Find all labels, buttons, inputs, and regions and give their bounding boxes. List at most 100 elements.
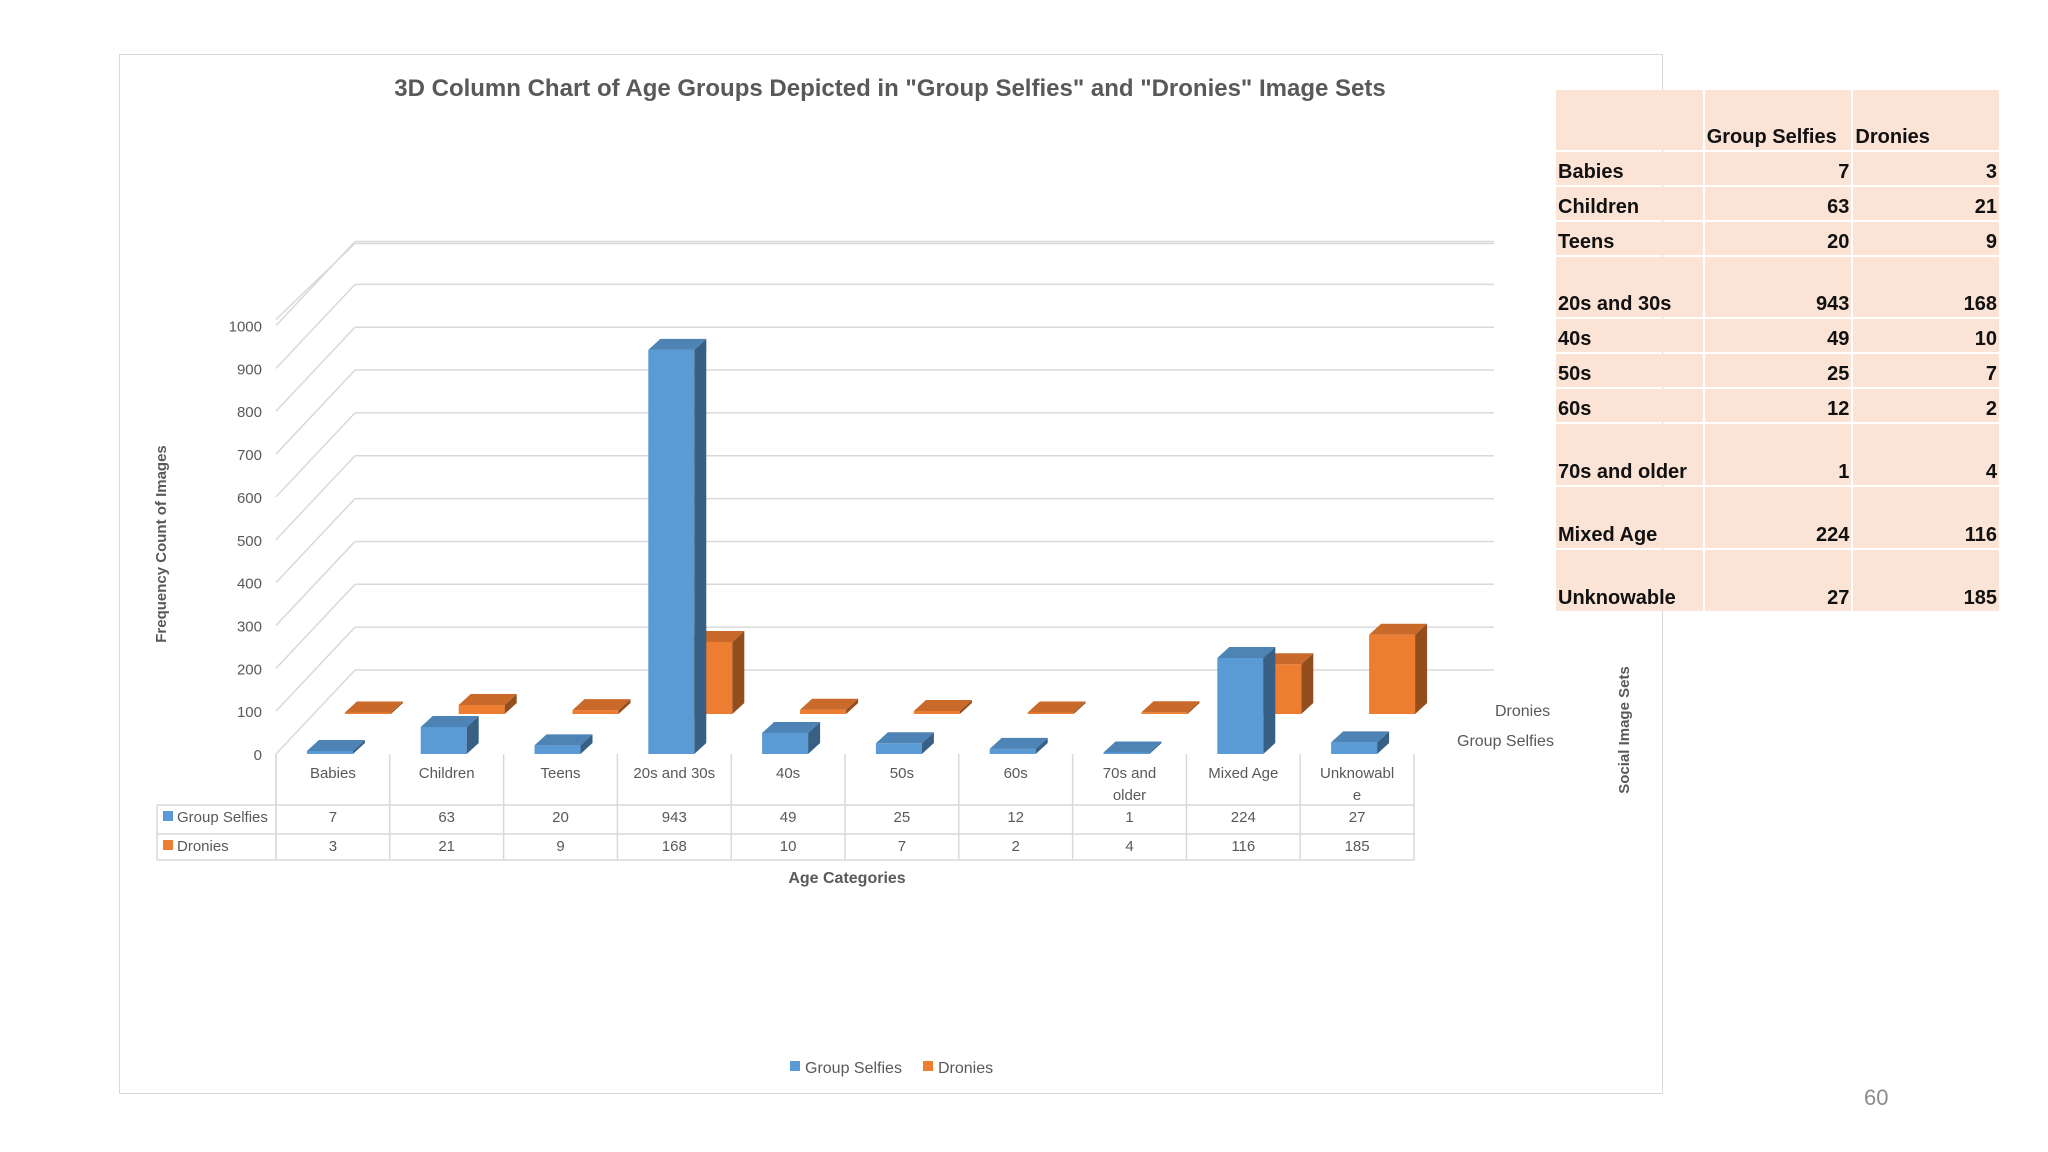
table-header-group-selfies: Group Selfies xyxy=(1704,90,1852,150)
bar-top xyxy=(534,734,593,746)
bar-top xyxy=(1141,701,1200,713)
bar-top xyxy=(458,694,517,705)
table-value: 21 xyxy=(438,838,455,855)
legend-swatch-group-selfies xyxy=(790,1061,800,1071)
table-value: 2 xyxy=(1012,838,1020,855)
y-tick-label: 400 xyxy=(237,576,262,593)
table-row: 70s and older 1 4 xyxy=(1556,424,1999,485)
z-axis-label-dronies: Dronies xyxy=(1495,703,1550,720)
bar-group-selfies-0 xyxy=(306,740,365,754)
table-value: 116 xyxy=(1231,838,1255,855)
table-row-label: 50s xyxy=(1556,354,1703,387)
table-row: Mixed Age 224 116 xyxy=(1556,487,1999,548)
bar-group-selfies-9 xyxy=(1331,731,1390,754)
table-row: 50s 25 7 xyxy=(1556,354,1999,387)
table-row: Children 63 21 xyxy=(1556,187,1999,220)
data-summary-table: Group Selfies Dronies Babies 7 3 Childre… xyxy=(1554,88,2001,613)
table-value: 20 xyxy=(552,809,569,826)
bar-top xyxy=(913,700,972,711)
x-category-label: e xyxy=(1353,787,1361,804)
bar-front xyxy=(1217,658,1264,754)
y-tick-label: 500 xyxy=(237,533,262,550)
x-axis-title: Age Categories xyxy=(788,870,905,887)
table-value: 3 xyxy=(329,838,337,855)
table-value: 25 xyxy=(894,809,911,826)
x-category-label: Mixed Age xyxy=(1208,765,1278,782)
x-category-label: 40s xyxy=(776,765,800,782)
bar-side xyxy=(1301,653,1314,714)
bar-side xyxy=(732,631,745,714)
gridline-side xyxy=(275,369,356,455)
table-row: Babies 7 3 xyxy=(1556,152,1999,185)
bar-side xyxy=(959,700,972,714)
table-cell-dronies: 21 xyxy=(1853,187,1999,220)
bar-top xyxy=(1027,701,1086,713)
bar-dronies-2 xyxy=(572,699,631,714)
bar-front xyxy=(420,727,467,754)
table-row-label: 40s xyxy=(1556,319,1703,352)
table-cell-group-selfies: 224 xyxy=(1704,487,1852,548)
gridline-side xyxy=(275,540,356,626)
table-cell-dronies: 185 xyxy=(1853,550,1999,611)
table-header-corner xyxy=(1556,90,1703,150)
gridline-side xyxy=(275,326,356,412)
table-series-label: Group Selfies xyxy=(177,809,268,826)
table-cell-group-selfies: 63 xyxy=(1704,187,1852,220)
legend: Group Selfies Dronies xyxy=(790,1060,993,1077)
bar-dronies-6 xyxy=(1027,701,1086,714)
bar-front xyxy=(875,743,922,754)
table-row: Teens 20 9 xyxy=(1556,222,1999,255)
table-row-label: Mixed Age xyxy=(1556,487,1703,548)
chart-data-table: Babies Children Teens 20s and 30s 40s 50s 60s 7… xyxy=(156,754,1415,861)
bar-top xyxy=(648,338,707,350)
bar-group-selfies-6 xyxy=(989,737,1048,754)
bar-top xyxy=(800,698,859,710)
bar-front xyxy=(572,710,619,714)
y-tick-label: 100 xyxy=(237,704,262,721)
bar-dronies-5 xyxy=(913,700,972,714)
gridline-side xyxy=(275,283,356,369)
table-row: 20s and 30s 943 168 xyxy=(1556,257,1999,317)
table-cell-dronies: 2 xyxy=(1853,389,1999,422)
x-category-label: 20s and 30s xyxy=(633,765,715,782)
legend-label-dronies: Dronies xyxy=(938,1060,993,1077)
table-row-label: Teens xyxy=(1556,222,1703,255)
table-cell-group-selfies: 1 xyxy=(1704,424,1852,485)
table-value: 943 xyxy=(662,809,687,826)
bar-side xyxy=(808,722,821,754)
table-header-dronies: Dronies xyxy=(1853,90,1999,150)
table-cell-dronies: 116 xyxy=(1853,487,1999,548)
bar-group-selfies-7 xyxy=(1103,741,1162,754)
bar-side xyxy=(352,740,365,754)
table-row: Unknowable 27 185 xyxy=(1556,550,1999,611)
bar-top xyxy=(1369,623,1428,635)
bar-front xyxy=(1103,752,1150,754)
bar-top xyxy=(1103,741,1162,753)
table-header-row: Group Selfies Dronies xyxy=(1556,90,1999,150)
table-cell-group-selfies: 20 xyxy=(1704,222,1852,255)
bar-side xyxy=(1035,737,1048,754)
bar-top xyxy=(420,716,479,727)
bar-side xyxy=(618,699,631,714)
z-axis-title: Social Image Sets xyxy=(1616,666,1633,794)
table-cell-dronies: 7 xyxy=(1853,354,1999,387)
bar-group-selfies-8 xyxy=(1217,647,1276,754)
y-tick-label: 0 xyxy=(254,747,262,764)
table-row-label: 70s and older xyxy=(1556,424,1703,485)
bar-group-selfies-5 xyxy=(875,732,934,754)
chart-frame xyxy=(119,54,1663,1094)
table-value: 7 xyxy=(898,838,906,855)
x-category-label: Unknowabl xyxy=(1320,765,1394,782)
legend-key-dronies xyxy=(163,840,173,850)
bar-side xyxy=(1377,731,1390,754)
bar-side xyxy=(580,734,593,754)
y-tick-label: 600 xyxy=(237,490,262,507)
x-category-label: 50s xyxy=(890,765,914,782)
bar-front xyxy=(534,745,581,754)
y-tick-label: 1000 xyxy=(229,319,262,336)
table-value: 168 xyxy=(662,838,687,855)
table-cell-group-selfies: 27 xyxy=(1704,550,1852,611)
bar-group-selfies-4 xyxy=(762,722,821,754)
